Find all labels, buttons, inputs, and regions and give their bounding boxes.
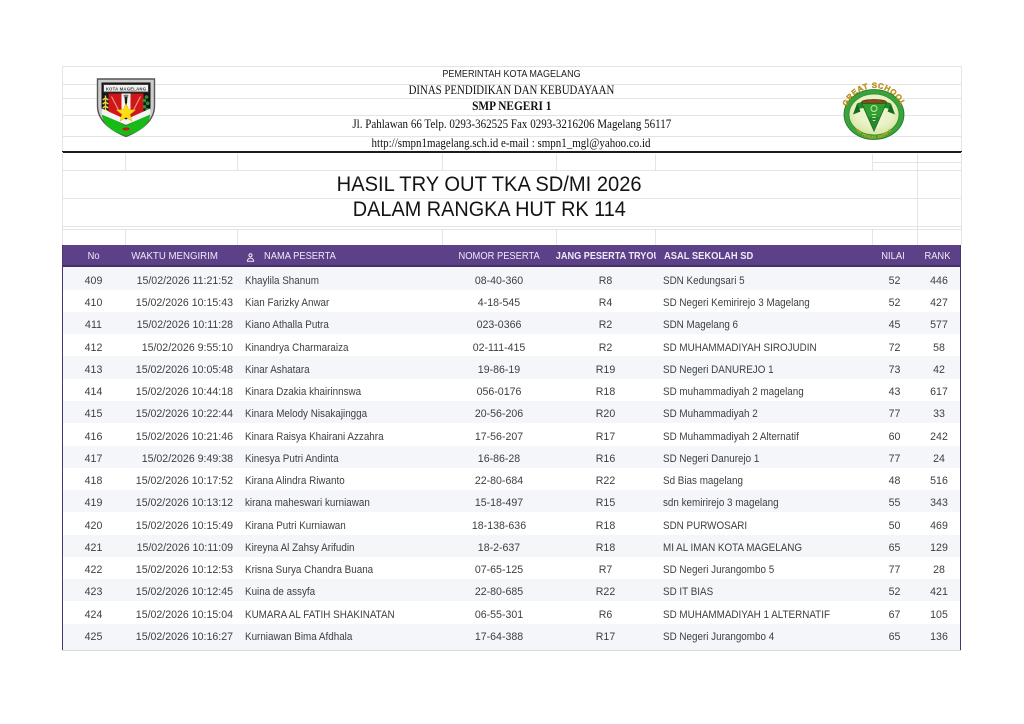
svg-text:KOTA MAGELANG: KOTA MAGELANG <box>106 86 147 91</box>
